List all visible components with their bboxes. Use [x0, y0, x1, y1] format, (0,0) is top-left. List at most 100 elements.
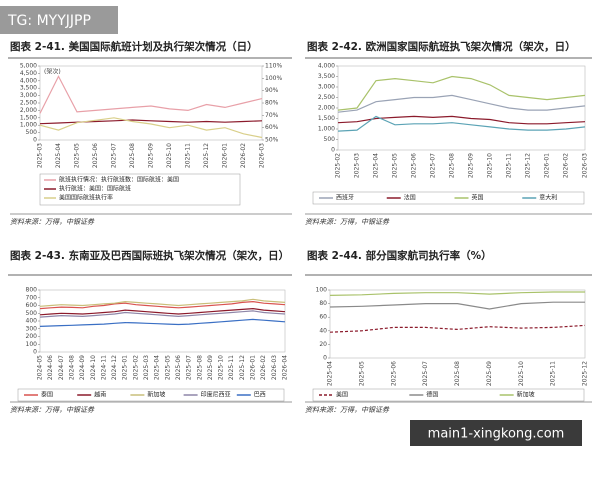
x-tick-label: 2025-01: [122, 355, 129, 380]
y-tick-label: 600: [26, 302, 38, 309]
x-tick-label: 2025-09: [486, 361, 493, 386]
x-tick-label: 2025-10: [218, 355, 225, 380]
x-tick-label: 2024-12: [111, 355, 118, 380]
x-tick-label: 2026-03: [271, 355, 278, 380]
legend-label: 意大利: [539, 194, 557, 202]
x-tick-label: 2025-03: [143, 355, 150, 380]
y-tick-label: 2,500: [20, 100, 37, 107]
series-line: [39, 310, 286, 318]
legend-box: [39, 173, 241, 206]
y-tick-label: 3,000: [20, 92, 37, 99]
x-tick-label: 2025-05: [164, 355, 171, 380]
chart-title: 图表 2-43. 东南亚及巴西国际班执飞架次情况（架次，日）: [10, 249, 289, 262]
legend-label: 印度尼西亚: [201, 391, 231, 399]
y-tick-label: 3,000: [318, 84, 335, 91]
x-tick-label: 2026-02: [260, 355, 267, 380]
x-tick-label: 2025-02: [132, 355, 139, 380]
x-tick-label: 2025-07: [111, 143, 118, 168]
x-tick-label: 2025-08: [449, 153, 456, 178]
x-tick-label: 2026-01: [544, 153, 551, 178]
x-tick-label: 2026-02: [563, 153, 570, 178]
series-line: [39, 75, 263, 114]
x-tick-label: 2025-12: [525, 153, 532, 178]
y-tick-label: 500: [26, 310, 38, 317]
watermark: TG: MYYJJPP: [7, 13, 91, 29]
series-line: [39, 117, 263, 139]
x-tick-label: 2025-03: [37, 143, 44, 168]
x-tick-label: 2025-02: [335, 153, 342, 178]
watermark-box: [0, 6, 118, 34]
legend-label: 西班牙: [336, 194, 354, 202]
legend-box: [312, 388, 585, 402]
source-note: 资料来源：万得，中银证券: [10, 406, 95, 414]
site-box: [410, 420, 582, 446]
x-tick-label: 2025-11: [185, 143, 192, 168]
y-tick-label: 400: [26, 318, 38, 325]
x-tick-label: 2026-03: [582, 153, 589, 178]
y-tick-label: 100: [26, 341, 38, 348]
y-tick-label: 200: [26, 333, 38, 340]
x-tick-label: 2025-05: [74, 143, 81, 168]
x-tick-label: 2024-06: [47, 355, 54, 380]
x-tick-label: 2025-04: [154, 355, 161, 380]
x-tick-label: 2024-08: [68, 355, 75, 380]
series-line: [329, 291, 585, 296]
legend-label: 越南: [94, 391, 106, 399]
y-tick-label: 1,000: [20, 122, 37, 129]
x-tick-label: 2025-04: [373, 153, 380, 178]
y-tick-label: 2,000: [20, 107, 37, 114]
y2-tick-label: 100%: [265, 75, 282, 82]
y2-tick-label: 70%: [265, 112, 279, 119]
y-tick-label: 20: [319, 341, 327, 348]
x-tick-label: 2025-04: [55, 143, 62, 168]
x-tick-label: 2025-07: [186, 355, 193, 380]
x-tick-label: 2025-07: [430, 153, 437, 178]
x-tick-label: 2025-09: [468, 153, 475, 178]
y2-tick-label: 50%: [265, 137, 279, 144]
y-tick-label: 1,500: [318, 115, 335, 122]
y2-tick-label: 60%: [265, 124, 279, 131]
x-tick-label: 2024-10: [90, 355, 97, 380]
x-tick-label: 2025-10: [518, 361, 525, 386]
x-tick-label: 2024-11: [100, 355, 107, 380]
y-tick-label: 60: [319, 314, 327, 321]
y-tick-label: 1,500: [20, 114, 37, 121]
site-label: main1-xingkong.com: [428, 427, 565, 442]
x-tick-label: 2025-08: [196, 355, 203, 380]
y-tick-label: 2,000: [318, 105, 335, 112]
series-line: [329, 324, 586, 333]
y2-tick-label: 80%: [265, 100, 279, 107]
y-tick-label: 0: [323, 355, 327, 362]
x-tick-label: 2025-10: [166, 143, 173, 168]
chart-title: 图表 2-41. 美国国际航班计划及执行架次情况（日）: [10, 40, 258, 53]
y-tick-label: 80: [319, 300, 327, 307]
y-tick-label: 2,500: [318, 94, 335, 101]
y-tick-label: 800: [26, 287, 38, 294]
series-line: [39, 307, 286, 316]
legend-label: 新加坡: [517, 391, 535, 399]
x-tick-label: 2026-02: [240, 143, 247, 168]
x-tick-label: 2025-06: [92, 143, 99, 168]
y-tick-label: 3,500: [318, 73, 335, 80]
series-line: [39, 300, 286, 310]
x-tick-label: 2026-03: [259, 143, 266, 168]
legend-label: 执行航班：美国：国际航班: [59, 185, 131, 193]
legend-label: 美国国际航班执行率: [59, 194, 113, 202]
x-tick-label: 2025-12: [239, 355, 246, 380]
y-tick-label: 500: [324, 136, 336, 143]
legend-label: 新加坡: [147, 391, 165, 399]
x-tick-label: 2025-06: [390, 361, 397, 386]
y-tick-label: 4,500: [20, 70, 37, 77]
y-tick-label: 500: [26, 129, 38, 136]
y2-tick-label: 90%: [265, 87, 279, 94]
x-tick-label: 2025-05: [392, 153, 399, 178]
x-tick-label: 2026-04: [282, 355, 289, 380]
y-tick-label: 4,000: [20, 77, 37, 84]
x-tick-label: 2025-06: [411, 153, 418, 178]
y-tick-label: 0: [33, 137, 37, 144]
x-tick-label: 2024-05: [37, 355, 44, 380]
y-unit: (架次): [44, 68, 61, 76]
x-tick-label: 2025-11: [506, 153, 513, 178]
x-tick-label: 2025-12: [582, 361, 589, 386]
